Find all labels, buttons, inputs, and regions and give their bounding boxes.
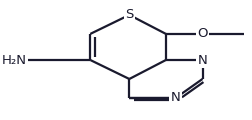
Text: H₂N: H₂N	[2, 54, 27, 66]
Text: N: N	[171, 91, 180, 104]
Text: O: O	[197, 27, 208, 40]
Text: H₂N: H₂N	[2, 54, 27, 66]
Text: N: N	[198, 54, 207, 66]
Text: O: O	[197, 27, 208, 40]
Text: S: S	[125, 8, 134, 21]
Text: N: N	[198, 54, 207, 66]
Text: N: N	[171, 91, 180, 104]
Text: S: S	[125, 8, 134, 21]
